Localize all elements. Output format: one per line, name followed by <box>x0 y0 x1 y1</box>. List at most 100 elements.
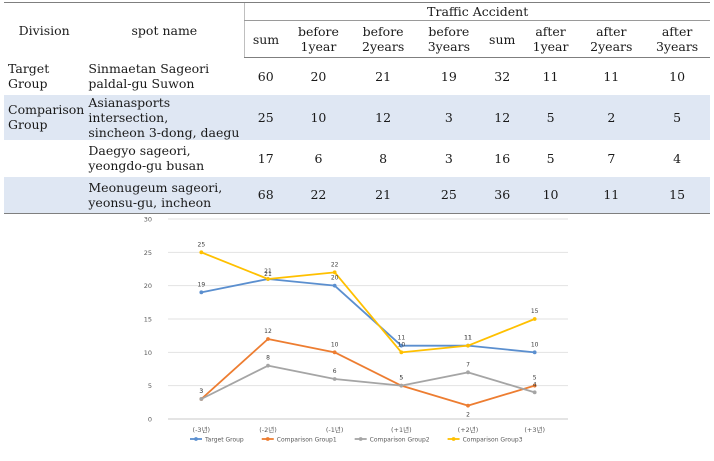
data-point <box>199 290 204 295</box>
data-point <box>399 350 404 355</box>
data-point <box>466 343 470 348</box>
spot-header: spot name <box>84 2 245 58</box>
data-point <box>466 370 470 375</box>
accident-count-cell: 10 <box>286 94 351 140</box>
accident-count-cell: 25 <box>244 94 287 140</box>
accident-table: Division spot name Traffic Accident sum b… <box>4 2 710 214</box>
accident-count-cell: 15 <box>644 176 710 214</box>
x-tick-label: (-3년) <box>193 425 211 434</box>
data-point <box>332 283 337 288</box>
division-cell: Comparison Group <box>4 94 85 140</box>
column-header: sum <box>481 20 523 58</box>
chart-grid <box>168 218 568 420</box>
data-label: 3 <box>199 388 203 395</box>
accident-count-cell: 10 <box>522 176 579 214</box>
x-tick-label: (+2년) <box>458 425 479 434</box>
accident-count-cell: 10 <box>669 68 686 84</box>
accident-count-cell: 20 <box>310 68 327 84</box>
accident-count-cell: 16 <box>494 150 511 166</box>
column-header: after 3years <box>644 20 710 58</box>
column-header: before 2years <box>350 20 416 58</box>
y-tick-label: 5 <box>148 382 152 390</box>
y-tick-label: 25 <box>144 249 152 257</box>
legend-label: Comparison Group3 <box>463 436 523 443</box>
accident-count-cell: 5 <box>644 94 710 140</box>
data-label: 21 <box>264 271 272 278</box>
accident-count-cell: 3 <box>416 94 482 140</box>
data-point <box>266 277 270 281</box>
division-header: Division <box>4 2 85 58</box>
data-label: 10 <box>398 341 406 348</box>
accident-count-cell: 21 <box>350 176 416 214</box>
y-axis-ticks: 0 5 10 15 20 25 30 <box>144 216 152 424</box>
column-header: before 1year <box>286 20 351 58</box>
y-tick-label: 10 <box>144 349 152 357</box>
accident-count-cell: 19 <box>440 68 457 84</box>
accident-count-cell: 11 <box>578 176 645 214</box>
data-label: 4 <box>533 381 537 388</box>
chart-series <box>199 250 537 408</box>
accident-count-cell: 12 <box>350 94 416 140</box>
y-tick-label: 20 <box>144 282 152 290</box>
legend-marker <box>358 437 363 441</box>
table-row: Meonugeum sageori, yeonsu-gu, incheon 68 22… <box>4 176 710 214</box>
data-label: 6 <box>333 368 337 375</box>
data-label: 20 <box>331 275 339 282</box>
data-label: 11 <box>464 335 472 342</box>
accident-count-cell: 2 <box>578 94 645 140</box>
data-label: 7 <box>466 361 470 368</box>
data-label: 11 <box>398 335 406 342</box>
y-tick-label: 30 <box>144 216 152 224</box>
data-label: 8 <box>266 355 270 362</box>
data-point <box>266 363 270 368</box>
data-point <box>532 317 537 321</box>
chart-legend: Target Group Comparison Group1 Comparison … <box>190 436 523 443</box>
data-label: 5 <box>399 375 403 382</box>
series-line <box>200 251 536 354</box>
data-point <box>399 383 404 388</box>
data-label: 11 <box>464 335 472 342</box>
x-tick-label: (+1년) <box>391 425 412 434</box>
spot-name-cell: Asianasports intersection, sincheon 3-don… <box>84 94 245 140</box>
accident-count-cell: 25 <box>416 176 482 214</box>
data-point <box>199 250 204 255</box>
series-line <box>201 278 535 354</box>
accident-count-cell: 17 <box>257 150 274 166</box>
data-label: 15 <box>531 308 539 315</box>
division-cell: Target Group <box>8 61 50 91</box>
legend-label: Target Group <box>204 436 244 443</box>
data-label: 21 <box>264 268 272 275</box>
legend-label: Comparison Group2 <box>370 436 430 443</box>
accident-count-cell: 60 <box>257 68 274 84</box>
traffic-accident-header: Traffic Accident <box>244 2 710 21</box>
x-tick-label: (-1년) <box>326 425 344 434</box>
accident-count-cell: 68 <box>244 176 287 214</box>
accident-count-cell: 5 <box>546 150 555 166</box>
accident-count-cell: 6 <box>314 150 323 166</box>
spot-name-cell: Daegyo sageori, yeongdo-gu busan <box>88 143 205 173</box>
y-tick-label: 0 <box>148 416 152 424</box>
data-point <box>199 397 204 401</box>
table-row: Target Group Sinmaetan Sageori paldal-gu Su… <box>4 58 710 95</box>
division-cell <box>4 176 85 214</box>
accident-count-cell: 32 <box>494 68 511 84</box>
data-label: 3 <box>199 388 203 395</box>
table-row: Comparison Group Asianasports intersection… <box>4 94 710 140</box>
accident-count-cell: 22 <box>286 176 351 214</box>
division-cell <box>4 140 84 177</box>
x-tick-label: (+3년) <box>524 425 545 434</box>
data-label: 10 <box>531 341 539 348</box>
series-line <box>200 364 535 400</box>
data-label: 19 <box>198 281 206 288</box>
spot-name-cell: Meonugeum sageori, yeonsu-gu, incheon <box>84 176 245 214</box>
y-tick-label: 15 <box>144 316 152 324</box>
accident-count-cell: 11 <box>603 68 620 84</box>
table-row: Daegyo sageori, yeongdo-gu busan 17 6 8 3 16 5 7… <box>4 140 710 177</box>
data-label: 25 <box>198 241 206 248</box>
data-point <box>532 350 537 355</box>
data-point <box>266 337 270 341</box>
accident-count-cell: 21 <box>375 68 392 84</box>
accident-count-cell: 5 <box>522 94 579 140</box>
data-point <box>532 390 537 395</box>
